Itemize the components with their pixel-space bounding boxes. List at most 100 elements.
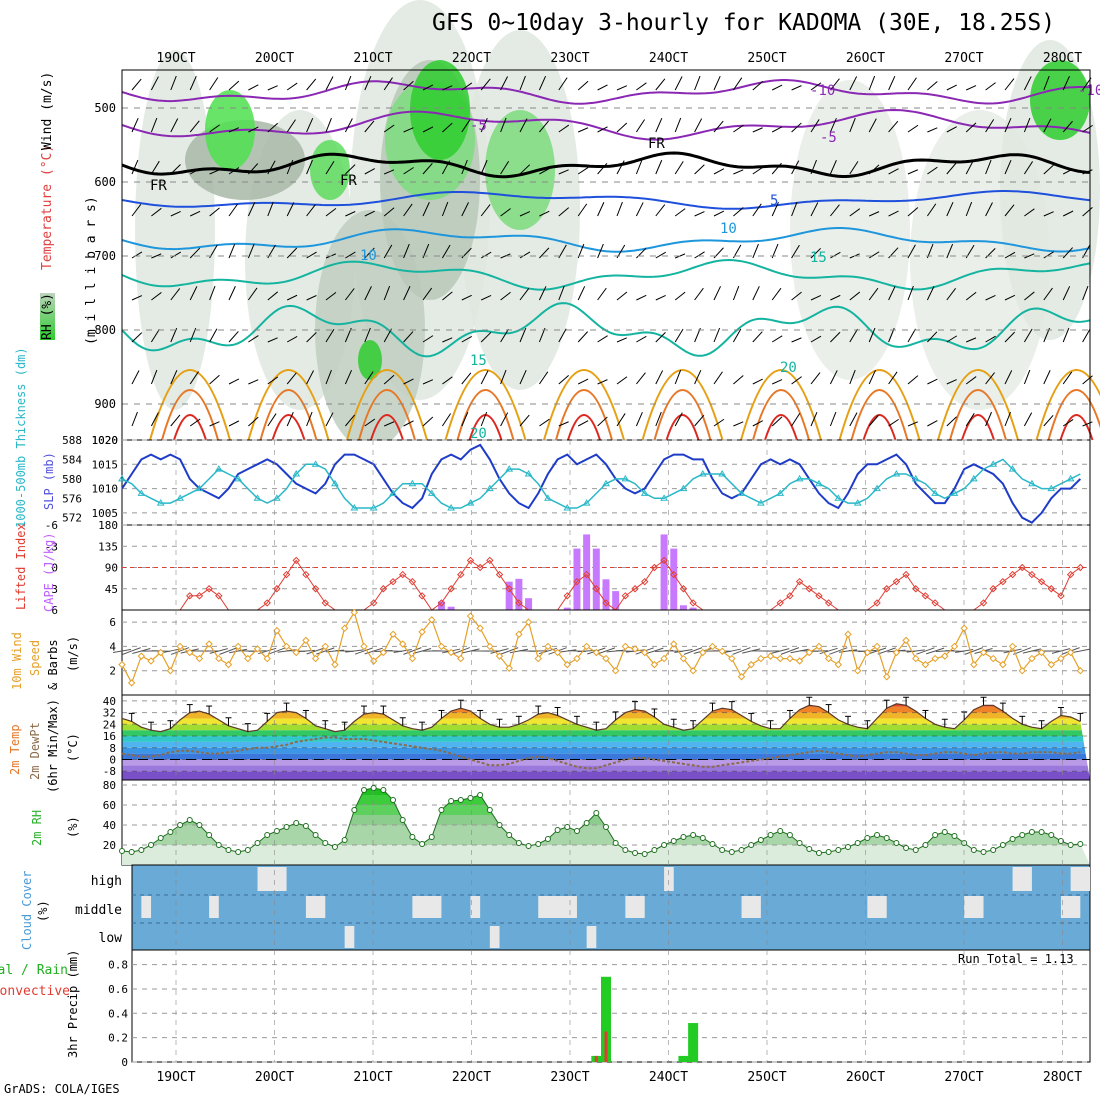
wind-marker <box>766 652 775 660</box>
wind-marker <box>166 667 175 675</box>
upper-wind-barb <box>500 161 510 175</box>
p4-wind-label: 10m Wind <box>10 632 24 690</box>
upper-wind-barb <box>946 335 958 343</box>
wind-marker <box>689 667 697 675</box>
thickness-marker <box>156 499 165 506</box>
upper-wind-barb <box>965 291 977 301</box>
upper-wind-barb <box>325 412 334 427</box>
upper-wind-barb <box>403 243 410 259</box>
contour-label-6: 20 <box>780 360 797 376</box>
slp-panel-frame <box>121 439 1091 526</box>
cloud-low-1 <box>489 926 500 948</box>
thickness-marker <box>737 489 746 496</box>
wind-barb <box>451 647 470 655</box>
cloud-level-high: high <box>91 874 122 889</box>
upper-wind-barb <box>151 207 162 217</box>
wind-speed-line <box>121 610 1081 685</box>
upper-wind-barb <box>868 118 877 133</box>
wind-marker <box>641 648 649 657</box>
wind-marker <box>408 654 417 663</box>
li-marker <box>670 570 678 579</box>
thickness-marker <box>369 504 378 511</box>
temp-fill-group <box>122 703 1090 780</box>
wind-marker <box>321 642 329 651</box>
rh-marker <box>612 840 619 846</box>
rh-marker <box>525 843 532 849</box>
upper-wind-barb <box>267 376 279 385</box>
cloud-high-2 <box>1012 867 1032 891</box>
upper-wind-barb <box>849 117 856 133</box>
cloud-level-middle: middle <box>75 903 122 918</box>
upper-wind-barb <box>830 204 840 217</box>
pressure-tick-500: 500 <box>94 101 116 115</box>
upper-wind-barb <box>868 287 879 301</box>
li-marker <box>321 599 329 607</box>
li-marker <box>447 585 455 593</box>
upper-wind-barb <box>170 75 177 91</box>
rh-marker <box>864 835 871 841</box>
p4-speed-label: Speed <box>28 639 42 676</box>
upper-wind-barb <box>946 379 957 385</box>
rh-marker <box>215 842 222 848</box>
upper-wind-barb <box>383 207 395 217</box>
wind-marker <box>979 648 988 657</box>
upper-wind-barb <box>131 332 143 343</box>
rh-tick-60: 60 <box>103 799 116 812</box>
li-marker <box>273 585 281 593</box>
wind-barb <box>809 650 828 652</box>
rh-marker <box>622 847 629 853</box>
upper-wind-barb <box>286 247 298 259</box>
wind-marker <box>263 654 271 663</box>
upper-wind-barb <box>306 332 317 343</box>
upper-wind-barb <box>1023 117 1031 133</box>
upper-wind-barb <box>500 253 511 259</box>
cape-bar-4 <box>525 598 533 610</box>
upper-wind-barb <box>655 204 666 217</box>
upper-wind-barb <box>170 369 178 385</box>
wind-marker <box>224 660 233 669</box>
wind-marker <box>147 657 155 665</box>
li-marker <box>408 577 417 586</box>
wind-barb <box>906 649 925 653</box>
contour-label-13: FR <box>340 173 357 189</box>
upper-wind-barb <box>422 126 434 133</box>
wind-marker <box>399 640 407 648</box>
contour-label-0: -10 <box>810 83 835 99</box>
wind-marker <box>699 648 707 657</box>
upper-wind-barb <box>267 122 278 133</box>
upper-wind-barb <box>228 203 239 217</box>
li-marker <box>1037 577 1046 586</box>
wind-barb <box>306 647 325 655</box>
li-marker <box>1018 563 1026 572</box>
upper-wind-barb <box>1062 327 1070 343</box>
upper-wind-barb <box>674 117 682 133</box>
upper-wind-barb <box>519 369 527 385</box>
wind-barb <box>403 647 422 655</box>
upper-wind-barb <box>965 85 977 91</box>
upper-wind-barb <box>538 75 547 91</box>
upper-wind-barb <box>209 328 218 343</box>
upper-wind-barb <box>500 208 511 217</box>
upper-wind-barb <box>965 160 974 175</box>
rh-marker <box>564 824 571 830</box>
rh-marker <box>980 849 987 855</box>
cape-tick-180: 180 <box>98 519 118 532</box>
contour-25-day5 <box>641 369 724 441</box>
upper-wind-barb <box>830 331 841 343</box>
rh-marker <box>883 835 890 841</box>
li-marker <box>999 577 1007 586</box>
contour-30-day2 <box>358 389 416 441</box>
precip-total-bar-1 <box>601 976 611 1062</box>
wind-barb <box>867 647 887 655</box>
upper-wind-barb <box>829 117 837 133</box>
slp-tick-1010: 1010 <box>92 483 119 496</box>
upper-wind-barb <box>810 372 821 385</box>
upper-wind-barb <box>907 421 919 427</box>
upper-wind-barb <box>558 328 567 343</box>
upper-wind-barb <box>1004 204 1015 217</box>
upper-wind-barb <box>771 416 783 427</box>
upper-wind-barb <box>441 413 452 427</box>
upper-wind-barb <box>985 119 995 133</box>
li-marker <box>263 599 271 607</box>
wind-marker <box>931 654 939 663</box>
